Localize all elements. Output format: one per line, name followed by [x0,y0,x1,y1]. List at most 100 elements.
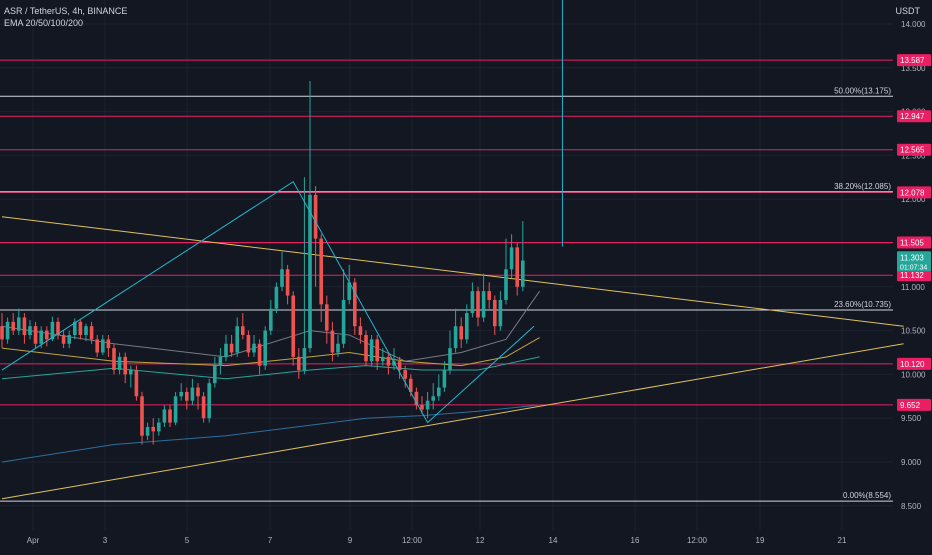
candle-up[interactable] [263,330,267,366]
candle-down[interactable] [106,339,111,349]
candle-down[interactable] [330,330,335,353]
candle-down[interactable] [33,326,38,344]
candle-up[interactable] [67,334,71,344]
trend-line-lower[interactable] [1,343,904,500]
candle-up[interactable] [381,356,385,362]
candle-up[interactable] [392,361,396,366]
candle-down[interactable] [140,396,144,436]
candle-up[interactable] [481,291,486,318]
candle-up[interactable] [84,326,88,335]
candle-down[interactable] [386,356,391,366]
candle-down[interactable] [229,343,234,353]
candle-up[interactable] [252,343,256,353]
candle-down[interactable] [476,291,480,318]
candle-down[interactable] [11,321,15,331]
candle-down[interactable] [297,356,301,371]
candle-down[interactable] [319,238,323,305]
candle-down[interactable] [22,317,27,335]
candle-up[interactable] [347,282,351,300]
candle-up[interactable] [437,387,441,397]
candle-down[interactable] [45,330,49,340]
candle-up[interactable] [453,326,458,349]
candle-up[interactable] [504,269,508,300]
candle-up[interactable] [5,321,10,340]
candle-up[interactable] [157,422,161,432]
candle-down[interactable] [313,194,318,239]
candle-up[interactable] [218,356,223,366]
candle-up[interactable] [224,343,228,357]
candle-up[interactable] [509,247,514,270]
candle-down[interactable] [0,326,4,340]
candle-down[interactable] [246,334,251,353]
candle-down[interactable] [493,299,497,327]
candle-down[interactable] [459,326,463,340]
candle-up[interactable] [336,343,340,353]
candle-up[interactable] [213,365,217,384]
candle-down[interactable] [241,326,245,335]
candle-up[interactable] [521,260,525,287]
candle-down[interactable] [196,387,200,397]
candle-down[interactable] [420,405,424,410]
candle-down[interactable] [487,291,491,300]
candle-up[interactable] [470,291,475,314]
candle-down[interactable] [201,396,206,419]
candle-down[interactable] [151,426,155,432]
candle-down[interactable] [61,334,66,344]
candle-up[interactable] [207,383,211,419]
candle-up[interactable] [39,330,43,344]
candle-up[interactable] [162,409,167,423]
candle-down[interactable] [285,269,290,296]
candle-up[interactable] [173,396,178,423]
candle-down[interactable] [89,326,94,340]
candle-up[interactable] [308,194,312,349]
candle-down[interactable] [515,247,519,287]
candle-up[interactable] [269,308,273,331]
candle-down[interactable] [397,361,402,371]
candle-up[interactable] [498,299,503,327]
zigzag-pattern-line[interactable] [1,180,535,424]
candle-down[interactable] [56,321,60,335]
candle-up[interactable] [465,313,469,340]
candle-up[interactable] [431,396,435,401]
candle-up[interactable] [117,356,122,371]
candle-up[interactable] [17,317,21,331]
candle-up[interactable] [341,299,346,344]
candle-down[interactable] [375,339,379,362]
candle-down[interactable] [185,391,189,401]
candle-down[interactable] [95,339,99,353]
candle-up[interactable] [101,339,105,353]
candle-down[interactable] [112,348,116,371]
trend-line-upper[interactable] [1,216,904,327]
candle-up[interactable] [145,426,150,436]
candle-down[interactable] [414,391,419,406]
candle-up[interactable] [425,400,430,410]
candle-down[interactable] [257,343,262,366]
candle-down[interactable] [134,370,139,397]
candle-up[interactable] [280,269,284,287]
candle-down[interactable] [353,282,357,327]
candle-down[interactable] [123,356,127,375]
candle-down[interactable] [78,321,83,335]
candle-down[interactable] [364,334,368,362]
candle-up[interactable] [442,370,447,388]
x-axis-tick-label: 16 [631,536,640,545]
candle-up[interactable] [302,348,307,371]
candle-down[interactable] [403,370,407,379]
candle-up[interactable] [28,326,32,335]
candle-down[interactable] [358,326,363,335]
candle-up[interactable] [179,391,183,397]
candle-down[interactable] [168,409,172,423]
candle-up[interactable] [50,321,55,340]
candle-up[interactable] [235,326,239,353]
candle-up[interactable] [274,286,279,309]
candle-up[interactable] [369,339,374,362]
candle-up[interactable] [129,370,133,375]
candle-up[interactable] [190,387,195,401]
candle-up[interactable] [73,321,77,335]
candle-down[interactable] [409,378,413,392]
candle-down[interactable] [291,295,295,357]
candle-up[interactable] [448,348,452,371]
candle-down[interactable] [325,304,329,331]
